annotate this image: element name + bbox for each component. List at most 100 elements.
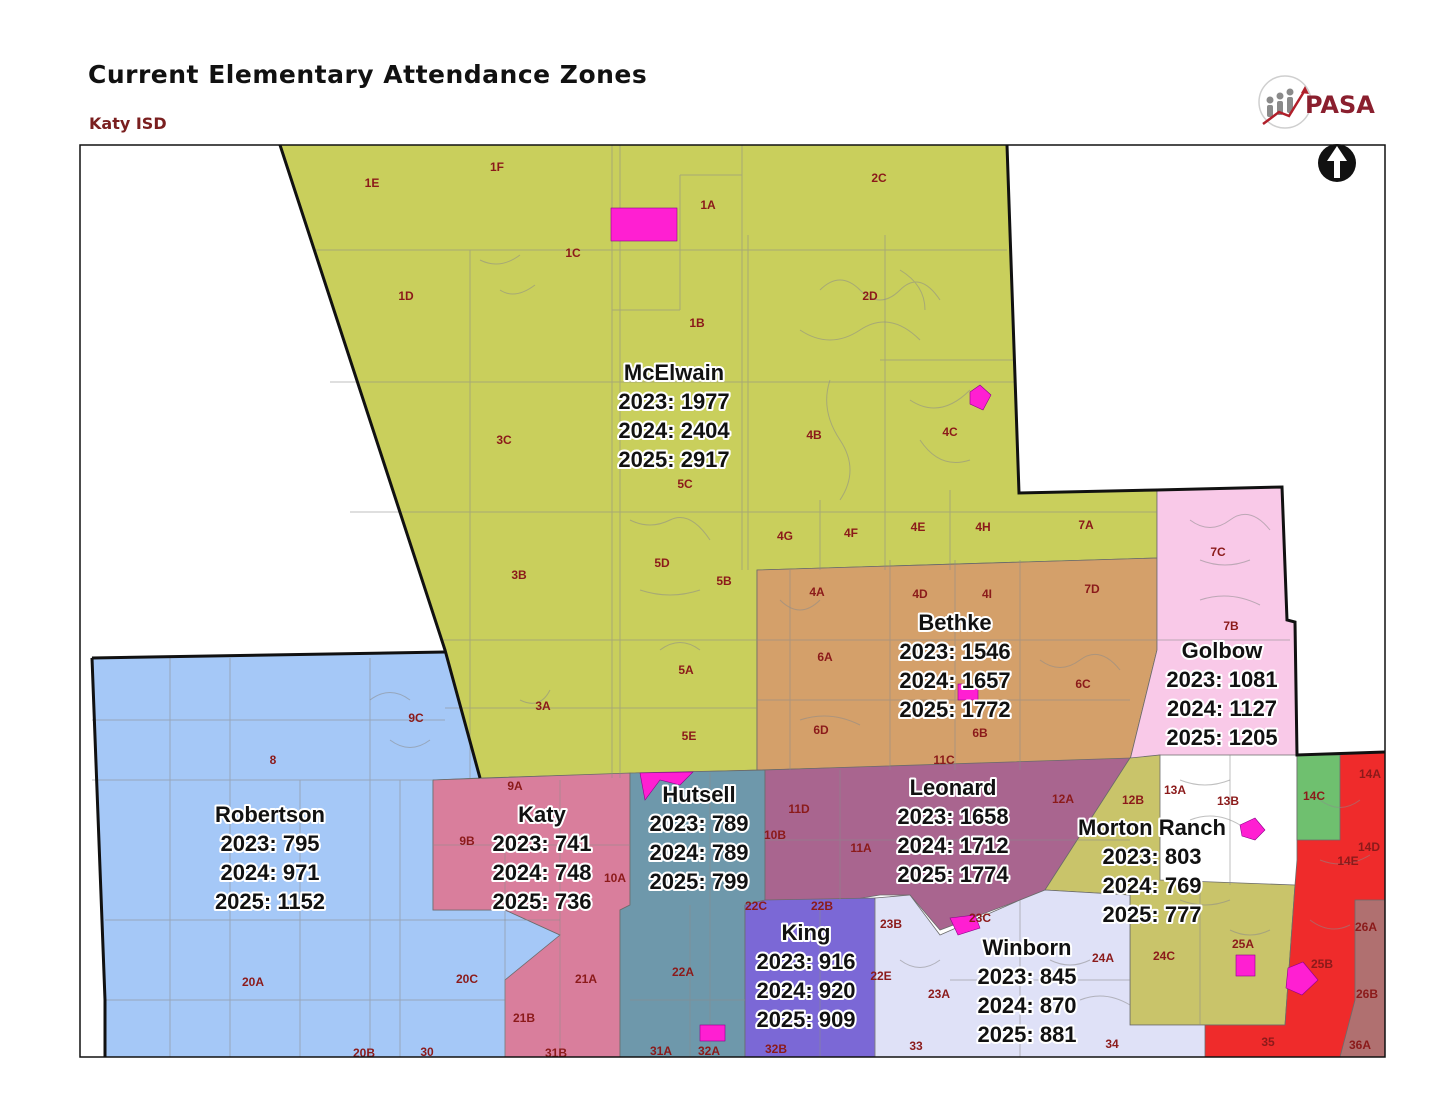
zone-name: Hutsell: [662, 782, 735, 807]
planning-unit-label: 25A: [1232, 937, 1254, 951]
zone-enrollment-2024: 2024: 748: [492, 860, 591, 885]
zone-label-leonard: Leonard 2023: 1658 2024: 1712 2025: 1774: [895, 773, 1011, 889]
planning-unit-label: 35: [1261, 1035, 1275, 1049]
zone-enrollment-2024: 2024: 1657: [899, 668, 1010, 693]
zone-name: Golbow: [1182, 638, 1264, 663]
planning-unit-label: 13B: [1217, 794, 1239, 808]
planning-unit-label: 9C: [408, 711, 424, 725]
planning-unit-label: 22A: [672, 965, 694, 979]
zone-name: Morton Ranch: [1078, 815, 1226, 840]
zone-enrollment-2025: 2025: 799: [649, 869, 748, 894]
road-network: [92, 145, 1371, 1057]
zone-enrollment-2024: 2024: 789: [649, 840, 748, 865]
planning-unit-label: 1A: [700, 198, 716, 212]
planning-unit-label: 1F: [490, 160, 504, 174]
zone-brown-east[interactable]: [1339, 899, 1385, 1057]
planning-unit-label: 4C: [942, 425, 958, 439]
zone-label-katy: Katy 2023: 741 2024: 748 2025: 736: [490, 800, 593, 916]
planning-unit-label: 7C: [1210, 545, 1226, 559]
planning-unit-label: 30: [420, 1045, 434, 1059]
planning-unit-label: 6C: [1075, 677, 1091, 691]
zone-enrollment-2024: 2024: 971: [220, 860, 319, 885]
planning-unit-label: 12B: [1122, 793, 1144, 807]
zone-label-golbow: Golbow 2023: 1081 2024: 1127 2025: 1205: [1164, 636, 1279, 752]
planning-unit-label: 4A: [809, 585, 825, 599]
planning-unit-label: 24A: [1092, 951, 1114, 965]
zone-enrollment-2025: 2025: 909: [756, 1007, 855, 1032]
planning-unit-label: 11D: [788, 802, 810, 816]
zone-label-king: King 2023: 916 2024: 920 2025: 909: [754, 918, 857, 1034]
zone-name: Winborn: [983, 935, 1072, 960]
planning-unit-label: 32A: [698, 1044, 720, 1058]
zone-enrollment-2023: 2023: 741: [492, 831, 591, 856]
zone-enrollment-2025: 2025: 1774: [897, 862, 1009, 887]
planning-unit-label: 6B: [972, 726, 988, 740]
zone-name: Leonard: [910, 775, 997, 800]
zone-enrollment-2024: 2024: 870: [977, 993, 1076, 1018]
zone-enrollment-2023: 2023: 1546: [899, 639, 1010, 664]
planning-unit-label: 11C: [933, 753, 955, 767]
school-markers: [610, 207, 1319, 1042]
planning-unit-label: 33: [909, 1039, 923, 1053]
zone-label-morton-ranch: Morton Ranch 2023: 803 2024: 769 2025: 777: [1076, 813, 1228, 929]
planning-unit-label: 20B: [353, 1046, 375, 1060]
planning-unit-label: 25B: [1311, 957, 1333, 971]
zone-enrollment-2025: 2025: 777: [1102, 902, 1201, 927]
planning-unit-label: 3C: [496, 433, 512, 447]
planning-unit-label: 23B: [880, 917, 902, 931]
zone-label-bethke: Bethke 2023: 1546 2024: 1657 2025: 1772: [897, 608, 1012, 724]
pasa-logo: PASA: [1255, 74, 1380, 134]
logo-text: PASA: [1305, 91, 1375, 119]
planning-unit-label: 13A: [1164, 783, 1186, 797]
planning-unit-label: 4B: [806, 428, 822, 442]
planning-unit-label: 20C: [456, 972, 478, 986]
planning-unit-label: 5E: [682, 729, 697, 743]
zone-enrollment-2023: 2023: 845: [977, 964, 1076, 989]
planning-unit-label: 2D: [862, 289, 878, 303]
zone-enrollment-2024: 2024: 1127: [1167, 696, 1277, 721]
planning-unit-label: 34: [1105, 1037, 1119, 1051]
zone-enrollment-2023: 2023: 803: [1102, 844, 1201, 869]
planning-unit-label: 7D: [1084, 582, 1100, 596]
planning-unit-label: 31A: [650, 1044, 672, 1058]
zone-enrollment-2023: 2023: 1977: [618, 389, 729, 414]
planning-unit-label: 1B: [689, 316, 705, 330]
map-title: Current Elementary Attendance Zones: [88, 60, 648, 89]
zone-enrollment-2024: 2024: 1712: [897, 833, 1008, 858]
zone-enrollment-2025: 2025: 1152: [215, 889, 325, 914]
zone-label-robertson: Robertson 2023: 795 2024: 971 2025: 1152: [213, 800, 327, 916]
planning-unit-label: 23C: [969, 911, 991, 925]
planning-unit-label: 5C: [677, 477, 693, 491]
planning-unit-label: 7A: [1078, 518, 1094, 532]
planning-unit-label: 21B: [513, 1011, 535, 1025]
planning-unit-label: 10B: [764, 828, 786, 842]
zone-enrollment-2023: 2023: 1658: [897, 804, 1008, 829]
planning-unit-label: 5B: [716, 574, 732, 588]
map-subtitle: Katy ISD: [89, 114, 167, 133]
planning-unit-label: 22C: [745, 899, 767, 913]
zone-labels: McElwain 2023: 1977 2024: 2404 2025: 2917 Be…: [213, 358, 1280, 1049]
planning-unit-label: 9A: [507, 779, 523, 793]
planning-unit-label: 4E: [911, 520, 926, 534]
zone-enrollment-2025: 2025: 1205: [1166, 725, 1277, 750]
zone-enrollment-2025: 2025: 736: [492, 889, 591, 914]
planning-unit-label: 4D: [912, 587, 928, 601]
zone-enrollment-2024: 2024: 2404: [618, 418, 730, 443]
planning-unit-labels: 1E 1F 2C 1A 1C 1D 2D 1B 3C 4B 4C 5C 3B 5D 5B 4G 4F 4E 4H 7A…: [242, 160, 1381, 1060]
planning-unit-label: 14D: [1358, 840, 1380, 854]
planning-unit-label: 14E: [1337, 854, 1358, 868]
planning-unit-label: 2C: [871, 171, 887, 185]
planning-unit-label: 1C: [565, 246, 581, 260]
planning-unit-label: 36A: [1349, 1038, 1371, 1052]
planning-unit-label: 1E: [365, 176, 380, 190]
zone-enrollment-2024: 2024: 769: [1102, 873, 1201, 898]
planning-unit-label: 11A: [850, 841, 872, 855]
planning-unit-label: 22E: [870, 969, 891, 983]
planning-unit-label: 10A: [604, 871, 626, 885]
zone-name: Katy: [518, 802, 566, 827]
north-arrow-icon[interactable]: [1318, 144, 1356, 182]
people-growth-chart-icon: [1258, 75, 1312, 129]
planning-unit-label: 8: [270, 753, 277, 767]
zone-enrollment-2023: 2023: 795: [220, 831, 319, 856]
